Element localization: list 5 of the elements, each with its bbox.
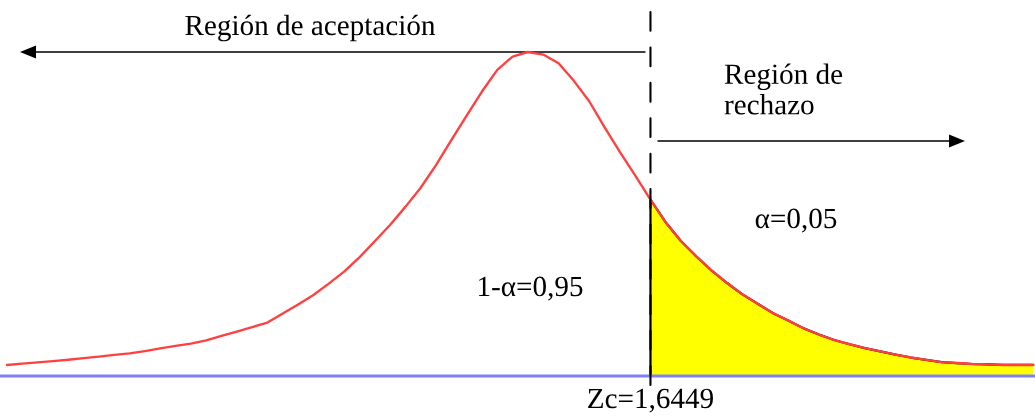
text: Zc=1,6449 [588, 388, 713, 413]
annotation: Región de rechazo [724, 63, 843, 115]
text: Región de aceptación [185, 14, 436, 42]
annotation: α=0,05 [755, 208, 837, 233]
annotation: 1-α=0,95 [479, 276, 583, 301]
